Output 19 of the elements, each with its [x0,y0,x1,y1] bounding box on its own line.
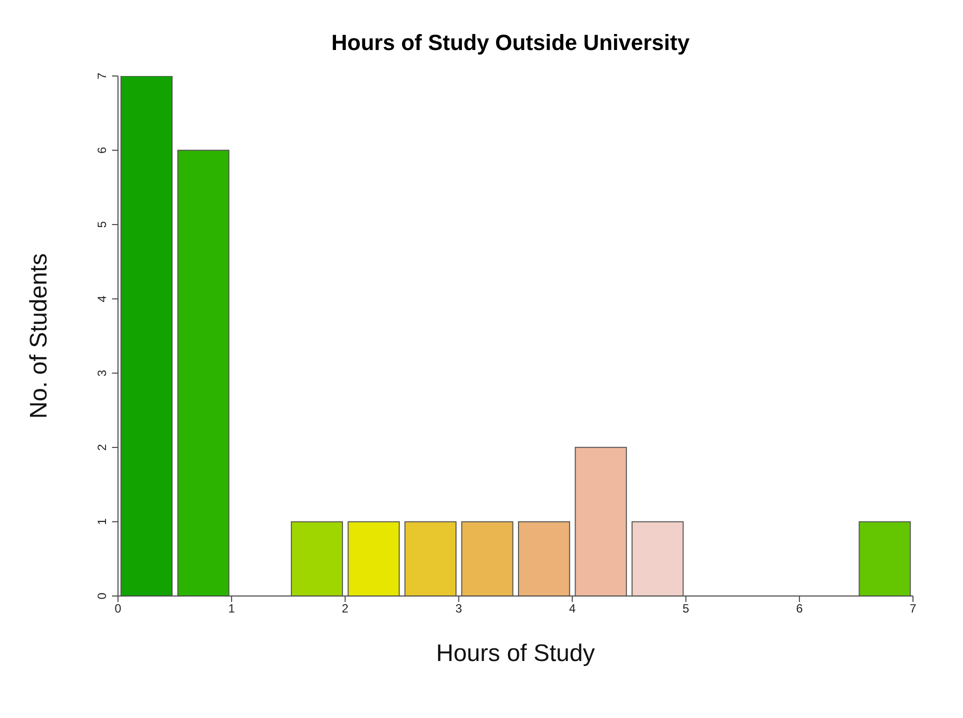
y-tick-label: 6 [95,146,109,154]
x-tick-label: 2 [342,602,349,616]
x-tick-label: 5 [682,602,690,616]
x-axis-title: Hours of Study [436,640,595,667]
y-tick-label: 7 [95,72,109,80]
x-tick-label: 0 [114,602,122,616]
chart-title: Hours of Study Outside University [330,29,691,57]
y-tick-label: 2 [95,444,109,451]
x-tick-label: 7 [910,602,917,616]
y-axis-title: No. of Students [26,253,53,419]
x-tick-label: 3 [455,602,462,616]
x-tick-label: 4 [568,602,576,616]
y-tick-label: 0 [95,592,109,600]
y-tick-label: 1 [95,518,109,526]
x-tick-label: 6 [796,602,804,616]
y-tick-label: 4 [95,295,109,302]
x-tick-label: 1 [228,602,236,616]
y-tick-label: 5 [95,220,109,228]
y-tick-label: 3 [95,369,109,376]
